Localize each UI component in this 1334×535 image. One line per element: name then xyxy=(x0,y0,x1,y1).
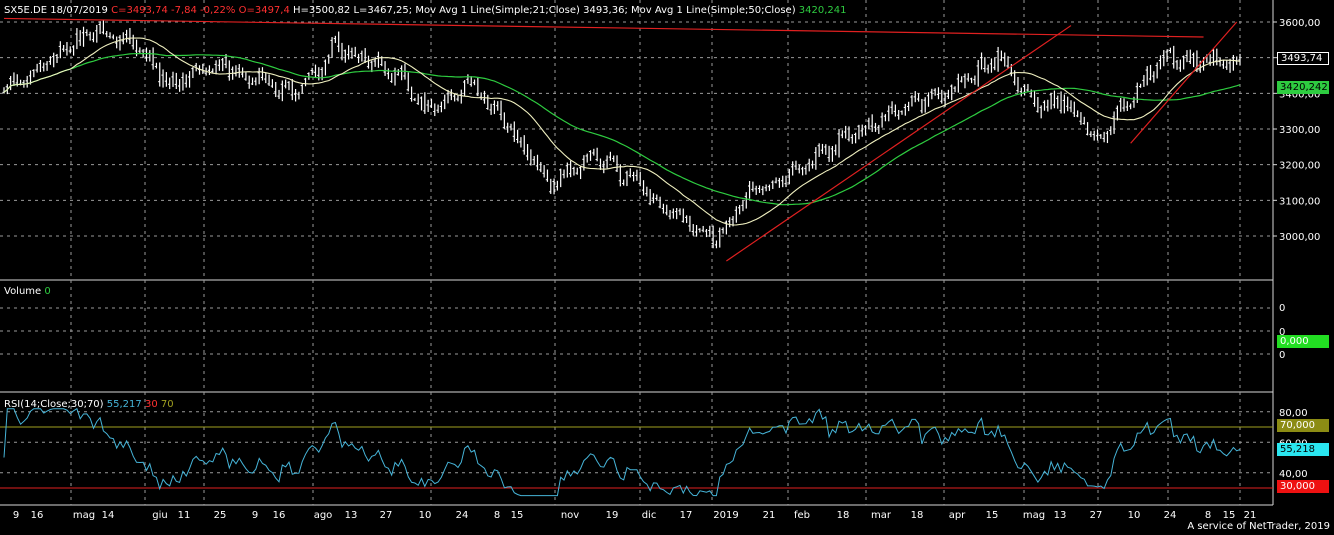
x-tick-label: 10 xyxy=(1128,510,1141,521)
rsi-line xyxy=(3,407,1241,497)
x-tick-label: 8 xyxy=(494,510,500,521)
ma50-label: Mov Avg 1 Line(Simple;50;Close) xyxy=(631,5,796,16)
trendline xyxy=(1130,21,1238,144)
x-tick-label: dic xyxy=(642,510,657,521)
price-tick-label: 3100,00 xyxy=(1279,196,1320,207)
x-tick-label: 11 xyxy=(178,510,191,521)
x-tick-label: 2019 xyxy=(713,510,738,521)
x-tick-label: 15 xyxy=(511,510,524,521)
x-tick-label: 14 xyxy=(102,510,115,521)
footer-credit: A service of NetTrader, 2019 xyxy=(1187,521,1330,532)
x-tick-label: 16 xyxy=(31,510,44,521)
high-low-text: H=3500,82 L=3467,25; xyxy=(293,5,413,16)
x-tick-label: 13 xyxy=(1054,510,1067,521)
candles-group xyxy=(2,20,1241,249)
x-tick-label: mar xyxy=(871,510,892,521)
symbol-date: SX5E.DE 18/07/2019 xyxy=(4,5,108,16)
x-tick-label: 17 xyxy=(680,510,693,521)
ma50-value: 3420,241 xyxy=(798,5,847,16)
rsi-value: 55,217 xyxy=(106,399,142,410)
x-tick-label: 21 xyxy=(763,510,776,521)
x-tick-label: ago xyxy=(314,510,333,521)
rsi-level-low: 30 xyxy=(144,399,158,410)
volume-current-box: 0,000 xyxy=(1277,335,1329,348)
ma50-value-box: 3420,242 xyxy=(1277,81,1329,94)
x-tick-label: 13 xyxy=(345,510,358,521)
x-tick-label: 8 xyxy=(1205,510,1211,521)
x-tick-label: 27 xyxy=(1090,510,1103,521)
x-tick-label: 21 xyxy=(1244,510,1257,521)
ma50-line xyxy=(3,52,1241,206)
rsi-current-box: 55,218 xyxy=(1277,443,1329,456)
x-tick-label: 24 xyxy=(456,510,469,521)
price-tick-label: 3600,00 xyxy=(1279,18,1320,29)
rsi-tick-label: 40,00 xyxy=(1279,469,1308,480)
x-tick-label: apr xyxy=(949,510,966,521)
rsi-tick-label: 80,00 xyxy=(1279,408,1308,419)
x-tick-label: giu xyxy=(152,510,167,521)
trendline xyxy=(726,25,1072,262)
ma21-line xyxy=(3,37,1241,226)
rsi-label: RSI(14;Close;30;70) xyxy=(4,399,104,410)
price-tick-label: 3000,00 xyxy=(1279,232,1320,243)
x-tick-label: mag xyxy=(1023,510,1045,521)
volume-value: 0 xyxy=(44,286,51,297)
last-price-box: 3493,74 xyxy=(1277,52,1329,65)
x-tick-label: 16 xyxy=(273,510,286,521)
x-tick-label: 27 xyxy=(380,510,393,521)
rsi-upper-box: 70,000 xyxy=(1277,419,1329,432)
x-tick-label: 24 xyxy=(1164,510,1177,521)
price-tick-label: 3200,00 xyxy=(1279,161,1320,172)
x-tick-label: 19 xyxy=(606,510,619,521)
x-tick-label: 15 xyxy=(1223,510,1236,521)
rsi-level-high: 70 xyxy=(160,399,174,410)
x-tick-label: 25 xyxy=(214,510,227,521)
volume-legend: Volume 0 xyxy=(4,286,51,298)
volume-axis-tick: 0 xyxy=(1279,350,1286,361)
ohlc-text: C=3493,74 -7,84 -0,22% O=3497,4 xyxy=(111,5,290,16)
price-legend: SX5E.DE 18/07/2019 C=3493,74 -7,84 -0,22… xyxy=(4,5,847,17)
x-tick-label: 18 xyxy=(911,510,924,521)
ma21-value: 3493,36; xyxy=(583,5,628,16)
rsi-lower-box: 30,000 xyxy=(1277,480,1329,493)
x-tick-label: nov xyxy=(561,510,579,521)
volume-axis-tick: 0 xyxy=(1279,303,1286,314)
x-tick-label: 9 xyxy=(13,510,19,521)
price-tick-label: 3300,00 xyxy=(1279,125,1320,136)
volume-axis-tick: 0 xyxy=(1279,327,1286,338)
trendline xyxy=(3,17,1204,38)
x-tick-label: 9 xyxy=(252,510,258,521)
x-tick-label: 18 xyxy=(837,510,850,521)
price-tick-label: 3400,00 xyxy=(1279,89,1320,100)
ma21-label: Mov Avg 1 Line(Simple;21;Close) xyxy=(415,5,580,16)
x-tick-label: mag xyxy=(73,510,95,521)
volume-label: Volume xyxy=(4,286,42,297)
x-tick-label: 15 xyxy=(986,510,999,521)
x-tick-label: feb xyxy=(794,510,810,521)
x-tick-label: 10 xyxy=(419,510,432,521)
rsi-legend: RSI(14;Close;30;70) 55,217 30 70 xyxy=(4,399,174,411)
